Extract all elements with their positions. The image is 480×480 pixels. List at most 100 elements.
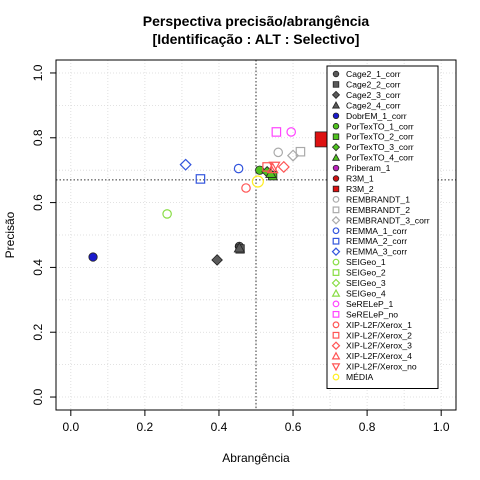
legend-marker: [331, 363, 341, 372]
legend-marker: [332, 227, 340, 235]
y-axis-label: Precisão: [3, 211, 17, 258]
data-point: [88, 252, 98, 262]
legend-label: PorTexTO_4_corr: [346, 153, 414, 163]
legend-marker: [332, 185, 340, 193]
legend-label: Cage2_4_corr: [346, 100, 401, 110]
legend-marker: [331, 341, 341, 351]
legend-marker: [331, 143, 341, 152]
data-points: [88, 127, 331, 266]
data-point: [286, 127, 296, 137]
data-point: [233, 163, 244, 174]
legend-label: Cage2_2_corr: [346, 79, 401, 89]
legend-marker: [332, 81, 340, 88]
legend-box: [326, 65, 439, 389]
chart-subtitle: [Identificação : ALT : Selectivo]: [153, 31, 360, 47]
legend-marker: [332, 164, 340, 172]
legend-label: Cage2_1_corr: [346, 69, 401, 79]
legend-label: DobrEM_1_corr: [346, 111, 407, 121]
legend-marker: [332, 300, 340, 308]
legend-label: SeRELeP_1: [346, 299, 394, 309]
chart-title: Perspectiva precisão/abrangência: [143, 13, 370, 29]
legend-marker: [331, 215, 341, 225]
legend-marker: [331, 288, 341, 297]
y-tick-label: 0.8: [31, 129, 45, 146]
y-tick-label: 0.4: [31, 259, 45, 276]
legend-marker: [331, 278, 341, 288]
y-tick-label: 1.0: [31, 64, 45, 81]
legend-label: XIP-L2F/Xerox_no: [346, 362, 417, 372]
data-point: [251, 175, 264, 188]
y-tick-label: 0.0: [31, 388, 45, 405]
legend-marker: [332, 206, 340, 214]
x-tick-label: 0.0: [62, 420, 79, 434]
legend-marker: [332, 237, 340, 245]
legend-label: MÉDIA: [346, 372, 373, 382]
data-point: [271, 127, 282, 137]
data-point: [162, 209, 172, 219]
data-point: [277, 160, 290, 174]
legend-label: R3M_2: [346, 184, 374, 194]
data-point: [286, 149, 300, 162]
legend-label: SEIGeo_2: [346, 268, 386, 278]
legend-label: PorTexTO_3_corr: [346, 142, 414, 152]
legend-marker: [332, 321, 340, 329]
legend-marker: [332, 331, 340, 339]
data-point: [241, 183, 251, 193]
y-tick-label: 0.2: [31, 324, 45, 341]
legend-marker: [331, 90, 341, 99]
legend-label: REMMA_1_corr: [346, 226, 407, 236]
legend-label: REMBRANDT_2: [346, 205, 410, 215]
legend-marker: [332, 175, 340, 182]
legend-label: SEIGeo_3: [346, 278, 386, 288]
legend-marker: [332, 70, 340, 78]
data-point: [211, 254, 223, 266]
legend-label: Priberam_1: [346, 163, 391, 173]
legend-marker: [331, 351, 341, 360]
legend-label: PorTexTO_1_corr: [346, 121, 414, 131]
legend-label: XIP-L2F/Xerox_4: [346, 351, 412, 361]
x-axis-label: Abrangência: [222, 451, 290, 465]
legend-label: XIP-L2F/Xerox_3: [346, 341, 412, 351]
legend-marker: [332, 269, 340, 276]
data-point: [233, 242, 246, 253]
data-point: [195, 174, 206, 184]
x-tick-label: 1.0: [433, 420, 450, 434]
legend-label: REMBRANDT_1: [346, 194, 410, 204]
legend-label: XIP-L2F/Xerox_1: [346, 320, 412, 330]
data-point: [273, 147, 284, 158]
legend-label: SeRELeP_no: [346, 309, 398, 319]
x-tick-label: 0.2: [137, 420, 154, 434]
legend-label: SEIGeo_1: [346, 257, 386, 267]
x-axis: 0.0 0.2 0.4 0.6 0.8 1.0: [62, 410, 450, 434]
legend-marker: [332, 112, 340, 119]
legend-label: SEIGeo_4: [346, 288, 386, 298]
x-tick-label: 0.8: [359, 420, 376, 434]
data-point: [266, 162, 279, 174]
x-tick-label: 0.4: [211, 420, 228, 434]
legend-marker: [332, 258, 340, 266]
data-point: [179, 158, 192, 171]
x-tick-label: 0.6: [285, 420, 302, 434]
plot-frame: [55, 59, 457, 411]
legend-marker: [332, 133, 340, 140]
legend-label: REMBRANDT_3_corr: [346, 215, 430, 225]
legend-label: Cage2_3_corr: [346, 90, 401, 100]
data-point: [295, 146, 306, 157]
legend-marker: [332, 373, 340, 381]
legend-label: XIP-L2F/Xerox_2: [346, 330, 412, 340]
legend-marker: [332, 310, 340, 318]
legend-label: REMMA_3_corr: [346, 247, 407, 257]
legend-marker: [332, 195, 340, 203]
legend-marker: [332, 123, 340, 130]
legend-label: REMMA_2_corr: [346, 236, 407, 246]
legend-label: R3M_1: [346, 174, 374, 184]
data-point: [268, 161, 281, 173]
legend-label: PorTexTO_2_corr: [346, 132, 414, 142]
legend-marker: [331, 101, 341, 109]
y-tick-label: 0.6: [31, 194, 45, 211]
legend: Cage2_1_corrCage2_2_corrCage2_3_corrCage…: [326, 65, 439, 389]
legend-marker: [331, 153, 341, 161]
y-axis: 0.0 0.2 0.4 0.6 0.8 1.0: [31, 64, 56, 405]
legend-marker: [331, 247, 341, 256]
